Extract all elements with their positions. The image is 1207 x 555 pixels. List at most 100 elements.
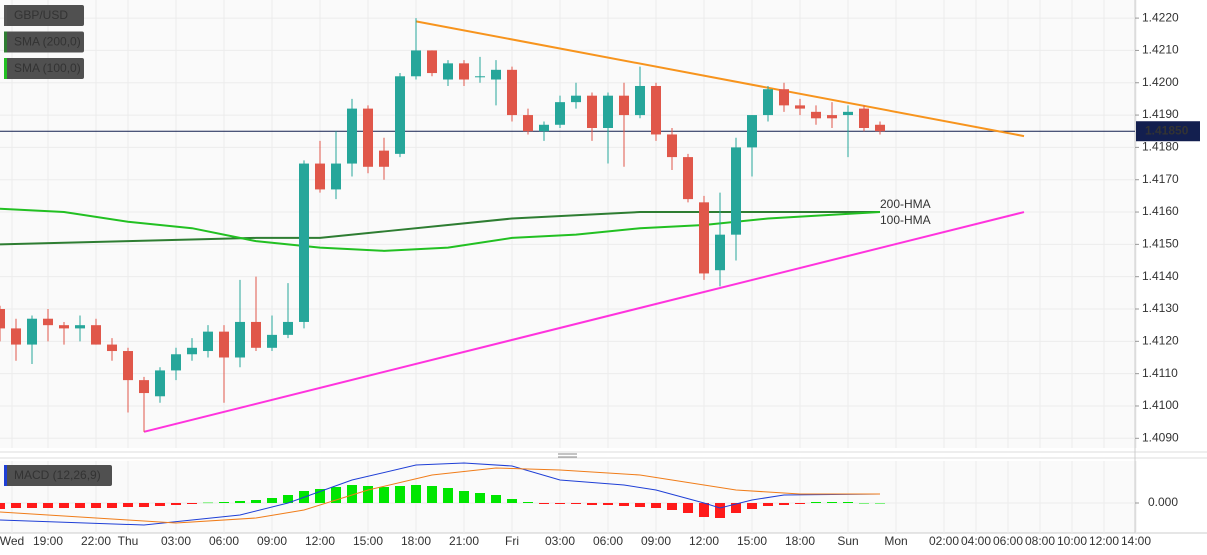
histogram-bar (43, 503, 53, 508)
candle-body (11, 328, 21, 345)
histogram-bar (475, 493, 485, 503)
candle-body (187, 347, 197, 355)
candle-body (155, 370, 165, 397)
histogram-bar (155, 503, 165, 506)
x-tick-label: 03:00 (161, 534, 191, 548)
histogram-bar (59, 503, 69, 508)
candle-body (171, 354, 181, 371)
y-tick-label: 1.4210 (1142, 43, 1179, 57)
candle-body (251, 321, 261, 348)
candle-body (779, 89, 789, 106)
candle-body (859, 108, 869, 128)
indicator-label-box (4, 465, 112, 486)
x-tick-label: Fri (505, 534, 519, 548)
y-tick-label: 1.4180 (1142, 140, 1179, 154)
y-tick-label: 1.4190 (1142, 107, 1179, 121)
y-tick-label: 1.4100 (1142, 398, 1179, 412)
x-tick-label: 09:00 (257, 534, 287, 548)
histogram-bar (523, 502, 533, 503)
candle-body (0, 309, 5, 329)
histogram-bar (267, 498, 277, 503)
candle-body (219, 331, 229, 358)
histogram-bar (619, 503, 629, 506)
histogram-bar (587, 503, 597, 505)
histogram-bar (603, 503, 613, 505)
indicator-label: MACD (12,26,9) (14, 468, 101, 482)
histogram-bar (139, 503, 149, 507)
candle-body (315, 163, 325, 190)
candle-body (331, 163, 341, 190)
candle-body (235, 321, 245, 358)
x-tick-label: 02:00 (929, 534, 959, 548)
histogram-bar (459, 491, 469, 503)
histogram-bar (107, 503, 117, 508)
candle-body (347, 108, 357, 164)
histogram-bar (571, 503, 581, 504)
histogram-bar (187, 503, 197, 504)
y-tick-label: 1.4090 (1142, 430, 1179, 444)
x-tick-label: 12:00 (689, 534, 719, 548)
x-tick-label: 15:00 (737, 534, 767, 548)
histogram-bar (635, 503, 645, 507)
candle-body (27, 318, 37, 345)
x-tick-label: 06:00 (209, 534, 239, 548)
last-price-label: 1.41850 (1145, 123, 1189, 137)
histogram-bar (347, 485, 357, 503)
candle-body (59, 325, 69, 329)
histogram-bar (507, 499, 517, 503)
candle-body (91, 325, 101, 345)
legend-swatch (4, 31, 7, 53)
histogram-bar (731, 503, 741, 513)
y-tick-label: 1.4160 (1142, 204, 1179, 218)
y-tick-label: 1.4120 (1142, 334, 1179, 348)
histogram-bar (779, 503, 789, 505)
histogram-bar (875, 503, 885, 504)
candle-body (283, 321, 293, 335)
price-pane (0, 0, 1135, 448)
histogram-bar (75, 503, 85, 508)
candle-body (667, 134, 677, 158)
candle-body (491, 69, 501, 80)
macd-line (0, 462, 881, 526)
histogram-bar (715, 503, 725, 518)
moving-average-line (0, 207, 881, 252)
x-tick-label: Mon (884, 534, 907, 548)
legend-label: GBP/USD (14, 8, 68, 22)
candle-body (619, 95, 629, 116)
macd-line (0, 467, 880, 524)
histogram-bar (379, 487, 389, 503)
histogram-bar (539, 503, 549, 504)
histogram-bar (683, 503, 693, 513)
x-tick-label: 06:00 (993, 534, 1023, 548)
candle-body (587, 95, 597, 128)
histogram-bar (443, 488, 453, 503)
histogram-bar (283, 495, 293, 503)
histogram-bar (859, 503, 869, 504)
histogram-bar (123, 503, 133, 507)
x-tick-label: 12:00 (305, 534, 335, 548)
x-tick-label: 18:00 (785, 534, 815, 548)
histogram-bar (331, 487, 341, 503)
moving-average-line (0, 211, 880, 246)
histogram-bar (219, 502, 229, 503)
candle-body (843, 111, 853, 116)
x-tick-label: Sun (837, 534, 858, 548)
histogram-bar (315, 489, 325, 503)
candle-body (203, 331, 213, 352)
legend-swatch (4, 58, 7, 79)
histogram-bar (171, 503, 181, 505)
candle-body (763, 89, 773, 116)
histogram-bar (555, 503, 565, 504)
x-tick-label: 18:00 (401, 534, 431, 548)
candle-body (443, 63, 453, 80)
candle-body (811, 111, 821, 119)
candle-body (123, 351, 133, 381)
candle-body (635, 85, 645, 116)
x-tick-label: 22:00 (81, 534, 111, 548)
candle-body (699, 202, 709, 274)
candle-body (43, 318, 53, 326)
legend-swatch (4, 5, 7, 26)
x-tick-label: Thu (118, 534, 139, 548)
y-tick-label: 1.4140 (1142, 269, 1179, 283)
y-tick-label: 0.000 (1148, 495, 1178, 509)
